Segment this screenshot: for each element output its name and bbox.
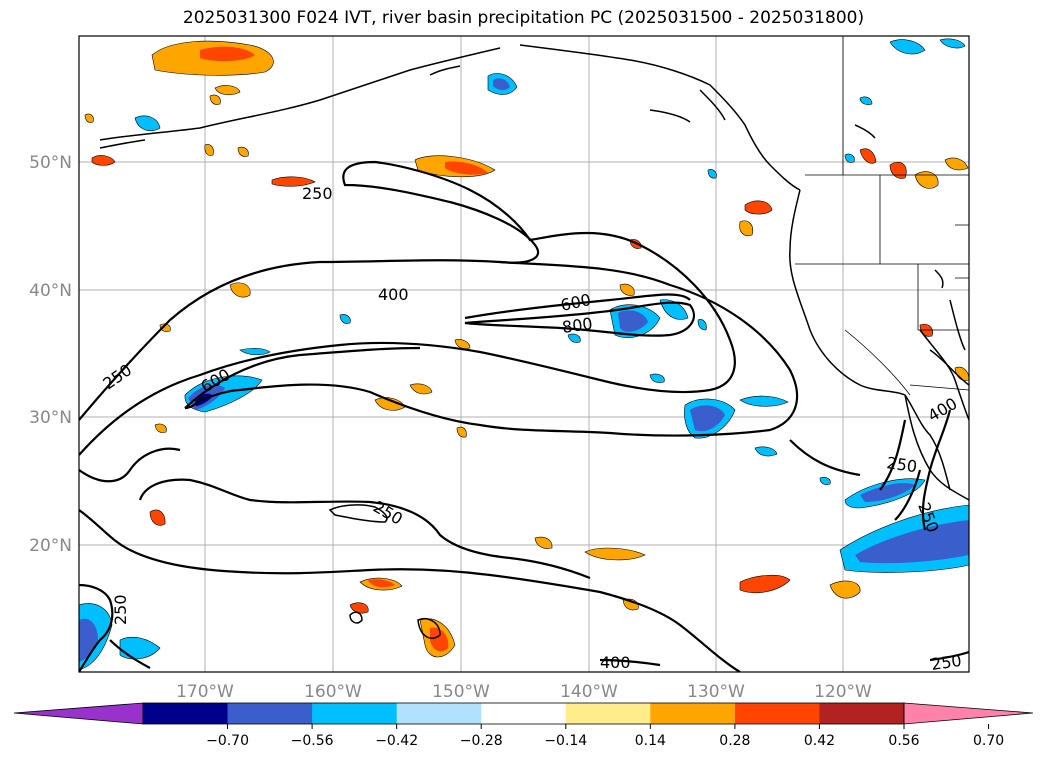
lon-label: 140°W <box>560 682 618 702</box>
coastlines <box>99 44 969 639</box>
colorbar-tick-label: −0.56 <box>291 733 334 749</box>
contour-label: 250 <box>885 453 918 476</box>
lon-label: 160°W <box>304 682 362 702</box>
colorbar-tick-label: 0.42 <box>804 733 835 749</box>
colorbar-tick-label: −0.28 <box>460 733 503 749</box>
colorbar-tick-label: −0.70 <box>206 733 249 749</box>
colorbar-tick-label: 0.70 <box>973 733 1004 749</box>
colorbar-segment <box>227 703 313 724</box>
colorbar-segment <box>565 703 651 724</box>
colorbar-segment <box>819 703 905 724</box>
lat-label: 40°N <box>29 281 72 301</box>
contour-label: 250 <box>302 184 333 203</box>
colorbar-tick-label: 0.28 <box>719 733 750 749</box>
lon-label: 170°W <box>176 682 234 702</box>
contour-label: 250 <box>930 651 963 674</box>
colorbar-segment <box>481 703 567 724</box>
lat-label: 30°N <box>29 408 72 428</box>
gridlines <box>79 36 969 672</box>
colorbar-extend-high <box>903 702 1034 725</box>
contour-label: 400 <box>600 653 631 672</box>
contour-label: 800 <box>561 314 594 337</box>
colorbar-segment <box>650 703 736 724</box>
colorbar-tick-label: 0.14 <box>635 733 666 749</box>
colorbar-segment <box>734 703 820 724</box>
contour-label: 400 <box>378 285 409 304</box>
colorbar-tick-label: −0.14 <box>544 733 587 749</box>
lat-label: 50°N <box>29 153 72 173</box>
map-title: 2025031300 F024 IVT, river basin precipi… <box>182 8 865 28</box>
lon-label: 130°W <box>687 682 745 702</box>
colorbar-tick-label: −0.42 <box>375 733 418 749</box>
lat-label: 20°N <box>29 536 72 556</box>
borders <box>795 36 969 396</box>
map-area <box>79 36 969 672</box>
latitude-labels: 50°N 40°N 30°N 20°N <box>29 153 72 556</box>
map-frame <box>78 35 970 673</box>
colorbar-segment <box>312 703 398 724</box>
colorbar-tick-label: 0.56 <box>888 733 919 749</box>
lon-label: 150°W <box>432 682 490 702</box>
colorbar-extend-low <box>13 702 144 725</box>
lon-label: 120°W <box>814 682 872 702</box>
contour-label: 250 <box>111 594 130 625</box>
precipitation-shading <box>79 38 969 671</box>
ivt-contours <box>79 160 969 672</box>
colorbar: −0.70 −0.56 −0.42 −0.28 −0.14 0.14 0.28 0.42 0.5… <box>13 702 1034 749</box>
longitude-labels: 170°W 160°W 150°W 140°W 130°W 120°W <box>176 682 872 702</box>
colorbar-segment <box>143 703 229 724</box>
colorbar-segment <box>396 703 482 724</box>
